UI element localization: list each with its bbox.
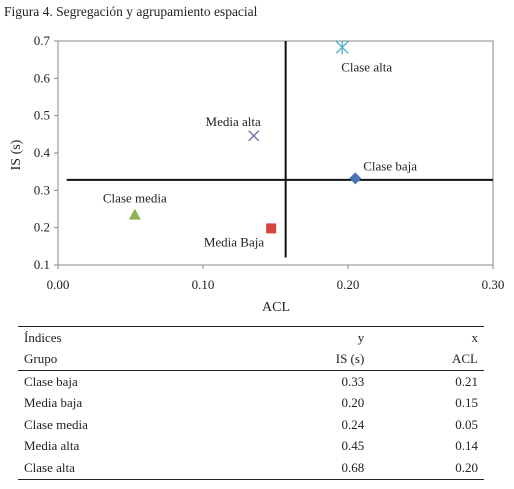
table-cell: 0.05 xyxy=(455,416,478,432)
table-cell: Grupo xyxy=(18,348,254,371)
x-marker-media-alta xyxy=(248,130,260,142)
table-cell: 0.20 xyxy=(341,395,365,411)
table-row: Media alta 0.45 0.14 xyxy=(18,436,484,458)
point-label-clase-alta: Clase alta xyxy=(341,59,392,74)
y-axis-label: IS (s) xyxy=(9,139,24,170)
table-cell: IS (s) xyxy=(253,348,367,371)
y-tick-label: 0.6 xyxy=(34,70,51,85)
diamond-marker-clase-baja xyxy=(349,172,362,185)
square-marker-media-baja xyxy=(266,223,277,234)
table-cell: Clase baja xyxy=(24,373,78,389)
y-tick-label: 0.7 xyxy=(34,33,51,48)
table-row: Media baja 0.20 0.15 xyxy=(18,393,484,415)
x-tick-label: 0.30 xyxy=(482,277,505,292)
point-label-clase-baja: Clase baja xyxy=(363,158,417,173)
data-table: Índices y x Grupo IS (s) ACL Clase baja 0.33 0.2… xyxy=(18,326,484,480)
x-tick-label: 0.20 xyxy=(337,277,360,292)
table-header-row: Índices y x xyxy=(18,326,484,349)
table-cell: Clase media xyxy=(24,416,88,432)
table-cell: 0.14 xyxy=(455,438,478,454)
table-cell: 0.24 xyxy=(341,416,365,432)
table-cell: 0.33 xyxy=(341,373,365,389)
point-label-clase-media: Clase media xyxy=(103,191,167,206)
scatter-chart: 0.1 0.2 0.3 0.4 0.5 0.6 0.7 0.00 0.10 0.20 0.30 C… xyxy=(9,33,505,315)
reference-lines xyxy=(66,41,493,258)
table-row: Clase media 0.24 0.05 xyxy=(18,414,484,436)
x-tick-label: 0.00 xyxy=(47,277,70,292)
table-cell: 0.45 xyxy=(341,438,365,454)
y-tick-label: 0.4 xyxy=(34,145,51,160)
asterisk-marker-clase-alta xyxy=(335,40,349,55)
y-tick-label: 0.1 xyxy=(34,257,50,272)
table-cell: Media baja xyxy=(24,395,83,411)
table-row: Clase baja 0.33 0.21 xyxy=(18,371,484,393)
table-cell: Media alta xyxy=(24,438,80,454)
data-points: Clase alta Media alta Clase baja Clase medi… xyxy=(103,40,417,249)
table-cell: 0.20 xyxy=(366,457,484,480)
table-cell: y xyxy=(253,326,367,349)
table-cell: Clase alta xyxy=(18,457,254,480)
table-cell: 0.21 xyxy=(455,373,478,389)
point-label-media-baja: Media Baja xyxy=(204,234,265,249)
point-label-media-alta: Media alta xyxy=(206,114,261,129)
table-row: Clase alta 0.68 0.20 xyxy=(18,457,484,480)
y-tick-label: 0.3 xyxy=(34,182,50,197)
x-axis-ticks: 0.00 0.10 0.20 0.30 xyxy=(47,265,505,292)
y-tick-label: 0.5 xyxy=(34,108,50,123)
figure-title: Figura 4. Segregación y agrupamiento esp… xyxy=(4,4,258,19)
table-cell: 0.15 xyxy=(455,395,478,411)
table-cell: Índices xyxy=(18,326,254,349)
table-cell: 0.68 xyxy=(253,457,367,480)
y-axis-ticks: 0.1 0.2 0.3 0.4 0.5 0.6 0.7 xyxy=(34,33,58,272)
x-tick-label: 0.10 xyxy=(192,277,215,292)
table-cell: ACL xyxy=(366,348,484,371)
x-axis-label: ACL xyxy=(262,300,290,315)
triangle-marker-clase-media xyxy=(128,208,141,220)
table-cell: x xyxy=(366,326,484,349)
y-tick-label: 0.2 xyxy=(34,220,50,235)
table-subheader-row: Grupo IS (s) ACL xyxy=(18,348,484,371)
